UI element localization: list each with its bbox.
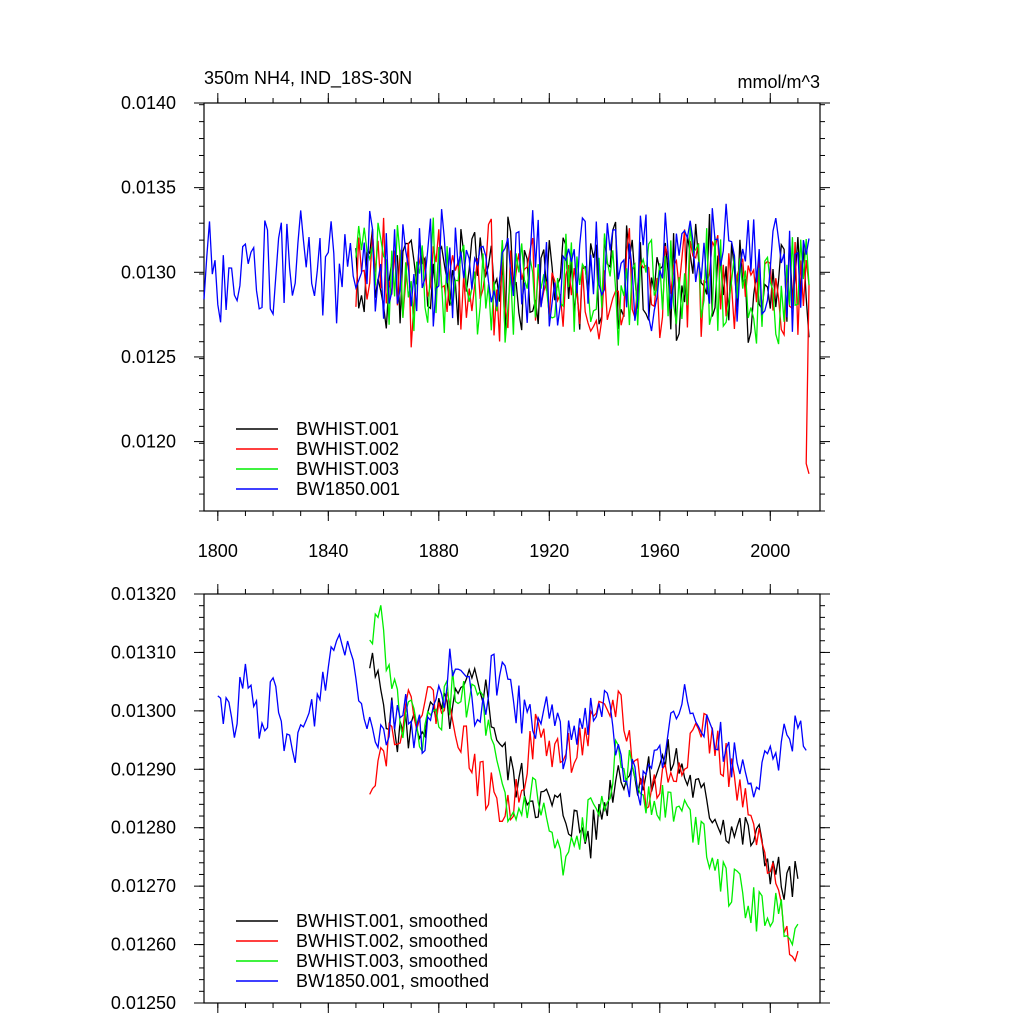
- series-line-bwhist-003: [369, 605, 799, 947]
- series-line-bw1850-001: [203, 203, 810, 332]
- y-tick-label: 0.01260: [111, 935, 176, 955]
- panel-bottom: 0.01320 0.01310 0.01300 0.01290 0.01280 0.012…: [111, 584, 830, 1013]
- plot-frame-bottom: [203, 593, 821, 1004]
- y-tick-label: 0.01290: [111, 759, 176, 779]
- legend-label: BWHIST.003, smoothed: [296, 951, 488, 971]
- series-line-bwhist-002: [355, 217, 810, 474]
- y-tick-label: 0.01250: [111, 993, 176, 1013]
- legend-label: BWHIST.002: [296, 439, 399, 459]
- y-tick-label: 0.01320: [111, 584, 176, 604]
- x-tick-label: 1800: [198, 541, 238, 561]
- y-tick-label: 0.01300: [111, 701, 176, 721]
- units-label: mmol/m^3: [738, 72, 820, 92]
- legend-label: BWHIST.001: [296, 419, 399, 439]
- plot-frame-top: [203, 102, 821, 512]
- y-tick-label: 0.0130: [121, 262, 176, 282]
- series-line-bwhist-002: [369, 686, 799, 963]
- x-tick-label: 1960: [640, 541, 680, 561]
- y-tick-label: 0.0140: [121, 93, 176, 113]
- legend-label: BWHIST.001, smoothed: [296, 911, 488, 931]
- legend-label: BWHIST.003: [296, 459, 399, 479]
- panel-top: 350m NH4, IND_18S-30N mmol/m^3 1800 1840 1…: [121, 68, 830, 561]
- y-tick-label: 0.01280: [111, 818, 176, 838]
- y-tick-label: 0.01270: [111, 876, 176, 896]
- y-tick-label: 0.0125: [121, 347, 176, 367]
- y-tick-label: 0.0135: [121, 178, 176, 198]
- x-tick-label: 1920: [529, 541, 569, 561]
- chart-title: 350m NH4, IND_18S-30N: [204, 68, 412, 89]
- legend-label: BWHIST.002, smoothed: [296, 931, 488, 951]
- x-tick-label: 1840: [308, 541, 348, 561]
- x-tick-label: 2000: [750, 541, 790, 561]
- legend-label: BW1850.001: [296, 479, 400, 499]
- y-tick-label: 0.0120: [121, 432, 176, 452]
- legend-label: BW1850.001, smoothed: [296, 971, 489, 991]
- series-line-bw1850-001: [217, 632, 807, 806]
- x-tick-label: 1880: [419, 541, 459, 561]
- series-line-bwhist-001: [369, 652, 799, 900]
- y-tick-label: 0.01310: [111, 642, 176, 662]
